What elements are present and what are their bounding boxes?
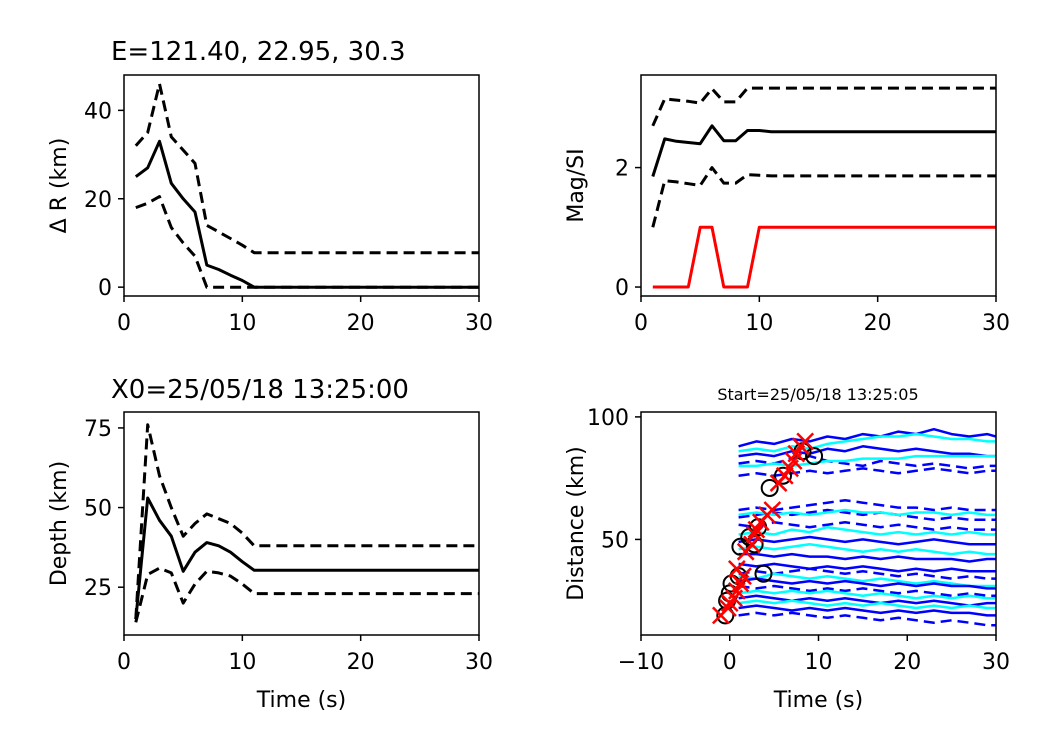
x-tick-label-3: 20 xyxy=(347,311,375,336)
y-tick-label-3: 75 xyxy=(84,417,112,442)
x-tick-label-1: 0 xyxy=(117,650,131,675)
series-line-2 xyxy=(738,432,996,453)
x-tick-label-2: 10 xyxy=(228,311,256,336)
plot-area xyxy=(711,427,996,627)
series-line-1 xyxy=(738,427,996,448)
series-line-2 xyxy=(651,86,996,127)
series-line-20 xyxy=(738,589,996,600)
pick-circle-6 xyxy=(754,564,773,583)
y-axis-label: Mag/SI xyxy=(564,148,589,222)
chart-title: X0=25/05/18 13:25:00 xyxy=(111,375,409,405)
chart-title: E=121.40, 22.95, 30.3 xyxy=(111,37,406,67)
series-line-11 xyxy=(738,525,996,536)
pick-cross-17 xyxy=(775,466,794,485)
series-line-1 xyxy=(134,496,479,620)
series-line-3 xyxy=(135,195,479,289)
y-tick-label-1: 0 xyxy=(98,276,112,301)
series-line-2 xyxy=(134,82,479,255)
y-axis-label: Δ R (km) xyxy=(47,138,72,234)
series-line-3 xyxy=(134,566,479,623)
pick-cross-10 xyxy=(743,535,761,554)
y-axis-label: Distance (km) xyxy=(564,446,589,601)
series-line-16 xyxy=(738,567,996,580)
plot-area xyxy=(134,423,479,623)
x-tick-label-4: 20 xyxy=(893,650,921,675)
pick-cross-8 xyxy=(727,559,746,578)
y-tick-label-3: 40 xyxy=(84,99,112,124)
pick-circle-11 xyxy=(760,478,779,497)
series-line-14 xyxy=(738,552,996,563)
chart-panel-3: 0 10 20 30 25 50 75 X0=25/05/18 13:25:00 Time (s… xyxy=(47,375,493,713)
series-line-12 xyxy=(738,535,996,546)
x-axis-label: Time (s) xyxy=(256,688,346,713)
series-line-22 xyxy=(738,599,996,610)
x-tick-label-1: 0 xyxy=(117,311,131,336)
series-line-23 xyxy=(738,604,996,617)
x-tick-label-4: 30 xyxy=(465,650,493,675)
series-line-5 xyxy=(738,454,996,468)
x-tick-label-1: 0 xyxy=(634,311,648,336)
x-tick-label-1: −10 xyxy=(618,650,664,675)
series-line-4 xyxy=(738,454,996,470)
series-line-3 xyxy=(738,445,996,458)
series-line-7 xyxy=(738,498,996,512)
series-line-10 xyxy=(738,521,996,531)
series-line-4 xyxy=(652,225,996,289)
series-line-13 xyxy=(738,543,996,556)
axes-frame xyxy=(640,74,997,297)
x-tick-label-2: 0 xyxy=(723,650,737,675)
series-line-18 xyxy=(738,577,996,590)
chart-panel-2: 0 10 20 30 0 2 Mag/SI xyxy=(564,74,1010,336)
plot-area xyxy=(651,86,996,289)
series-line-1 xyxy=(134,139,479,289)
chart-title: Start=25/05/18 13:25:05 xyxy=(717,385,918,404)
pick-cross-11 xyxy=(745,525,764,544)
x-tick-label-2: 10 xyxy=(745,311,773,336)
x-tick-label-3: 20 xyxy=(864,311,892,336)
y-tick-label-2: 100 xyxy=(587,406,629,431)
series-line-15 xyxy=(738,562,996,573)
plot-area xyxy=(134,82,479,289)
x-axis-label: Time (s) xyxy=(773,688,863,713)
series-line-21 xyxy=(738,594,996,607)
y-axis-label: Depth (km) xyxy=(47,461,72,586)
series-line-19 xyxy=(738,584,996,598)
y-tick-label-1: 25 xyxy=(84,576,112,601)
axes-frame xyxy=(123,411,480,636)
series-line-2 xyxy=(134,423,479,620)
chart-panel-1: 0 10 20 30 0 20 40 E=121.40, 22.95, 30.3 Δ R (km… xyxy=(47,37,493,336)
y-tick-label-2: 20 xyxy=(84,188,112,213)
x-tick-label-4: 30 xyxy=(465,311,493,336)
x-tick-label-2: 10 xyxy=(228,650,256,675)
pick-circle-10 xyxy=(745,535,764,554)
pick-cross-15 xyxy=(763,501,782,519)
series-line-1 xyxy=(651,124,996,177)
axes-frame xyxy=(123,74,480,297)
series-line-9 xyxy=(738,508,996,517)
series-line-24 xyxy=(738,611,996,627)
y-tick-label-1: 50 xyxy=(601,528,629,553)
x-tick-label-5: 30 xyxy=(982,650,1010,675)
x-tick-label-3: 10 xyxy=(805,650,833,675)
pick-cross-22 xyxy=(796,432,815,451)
pick-circle-14 xyxy=(805,447,824,466)
x-tick-label-4: 30 xyxy=(982,311,1010,336)
y-tick-label-1: 0 xyxy=(615,276,629,301)
y-tick-label-2: 50 xyxy=(84,497,112,522)
chart-panel-4: −10 0 10 20 30 50 100 Start=25/05/18 13:25:05 Ti… xyxy=(564,385,1010,713)
pick-cross-2 xyxy=(719,599,737,617)
y-tick-label-2: 2 xyxy=(615,157,629,182)
pick-circle-12 xyxy=(774,466,792,485)
series-line-3 xyxy=(651,166,996,228)
x-tick-label-3: 20 xyxy=(347,650,375,675)
